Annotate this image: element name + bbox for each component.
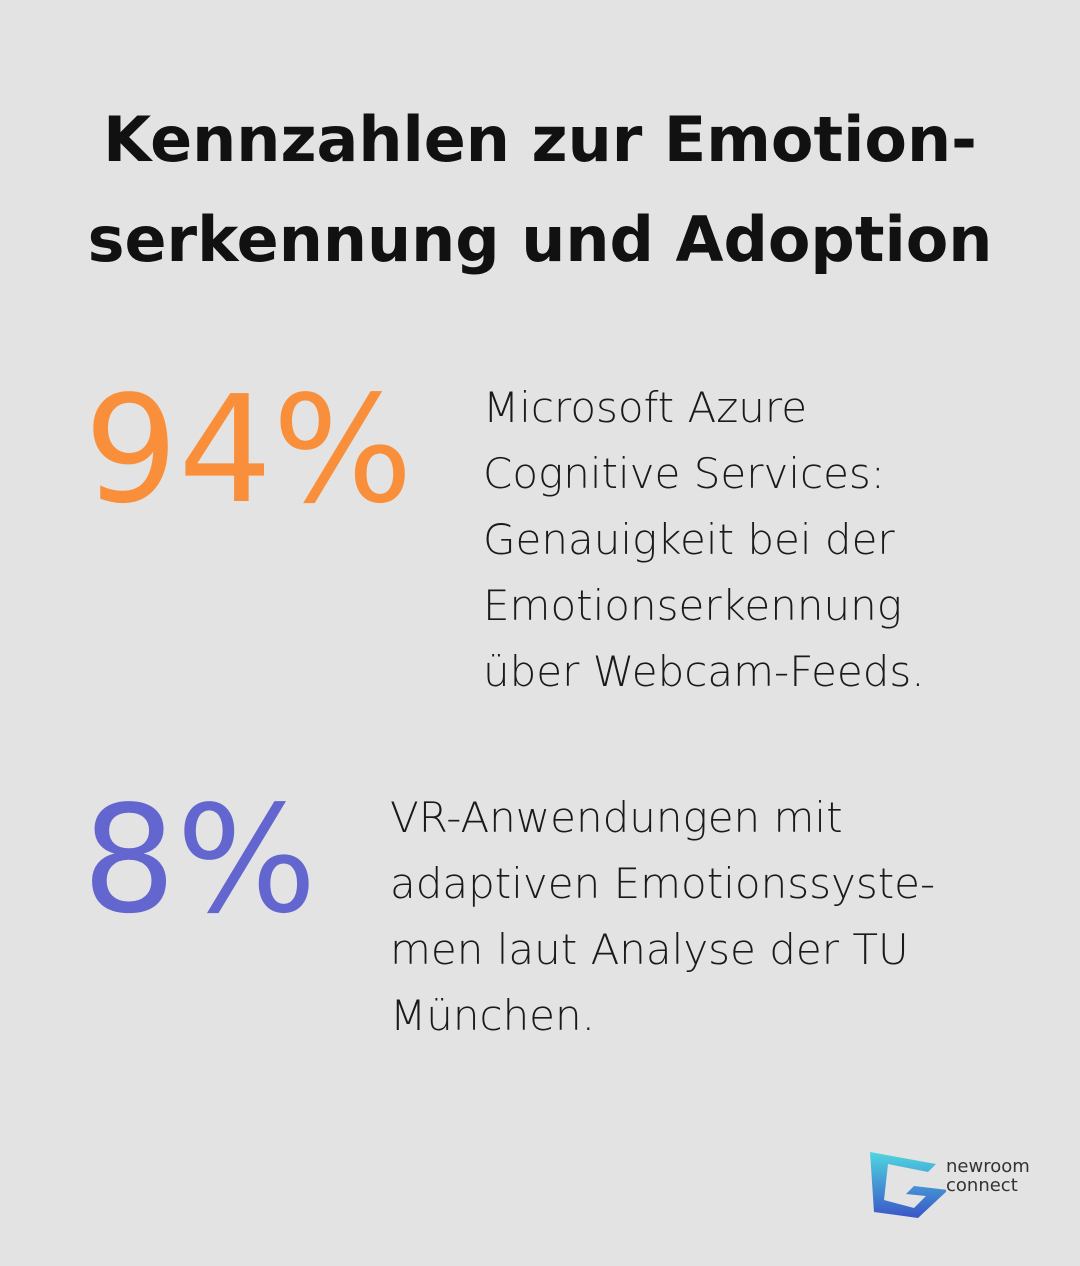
description-line: men laut Analyse der TU [390,925,909,974]
logo-line: connect [946,1175,1018,1196]
description-line: VR-Anwendungen mit [390,793,843,842]
stat-value: 8% [82,774,317,946]
description-line: Genauigkeit bei der [483,515,895,564]
logo-line: newroom [946,1156,1030,1177]
title: Kennzahlen zur Emotion-serkennung und Ad… [0,90,1080,290]
stat-description: VR-Anwendungen mit adaptiven Emotionssyst… [390,785,935,1049]
description-line: Microsoft Azure [483,383,808,432]
description-line: München. [390,991,595,1040]
stat-value: 94% [84,364,413,536]
description-line: Cognitive Services: [483,449,885,498]
title-line: serkennung und Adoption [87,203,993,276]
stat-description: Microsoft Azure Cognitive Services: Genaui… [483,375,925,705]
description-line: Emotionserkennung [483,581,902,630]
title-line: Kennzahlen zur Emotion- [103,103,977,176]
logo-text: newroom connect [946,1157,1030,1195]
description-line: über Webcam-Feeds. [483,647,925,696]
description-line: adaptiven Emotionssyste- [390,859,936,908]
logo-icon [870,1152,946,1218]
